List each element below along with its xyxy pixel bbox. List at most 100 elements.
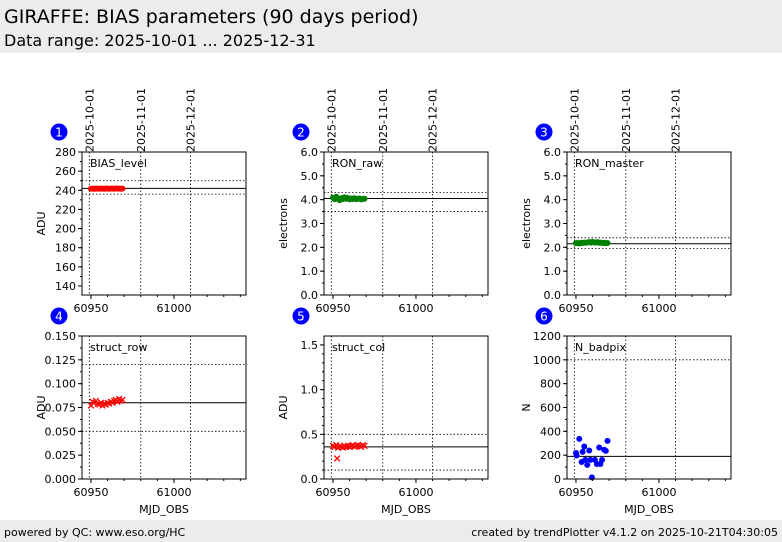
panel-badge-number: 2 [297, 126, 305, 140]
date-tick-label: 2025-12-01 [427, 88, 440, 152]
data-point [596, 444, 603, 451]
y-tick-label: 800 [540, 378, 561, 391]
y-tick-label: 0.000 [45, 473, 77, 486]
data-point [333, 455, 341, 462]
y-tick-label: 280 [55, 146, 76, 159]
panel-ron-raw: 2025-10-01 2025-11-01 2025-12-01 0.0 1.0 2.0 3… [277, 88, 489, 315]
y-tick-label: 0.050 [45, 425, 77, 438]
data-point [119, 185, 126, 192]
y-tick-label: 4.0 [544, 194, 562, 207]
data-point [576, 435, 583, 442]
y-tick-label: 160 [55, 261, 76, 274]
date-tick-label: 2025-11-01 [135, 88, 148, 152]
panel-struct-col: 0.0 0.5 1.0 1.5 60950 61000 struct_col ADU MJD_O… [277, 307, 489, 516]
y-tick-label: 5.0 [544, 170, 562, 183]
y-tick-label: 240 [55, 184, 76, 197]
data-point [604, 437, 611, 444]
y-tick-label: 2.0 [301, 241, 319, 254]
date-tick-label: 2025-10-01 [568, 88, 581, 152]
data-point [587, 456, 594, 463]
y-tick-label: 3.0 [301, 218, 319, 231]
footer-created-by: created by trendPlotter v4.1.2 on 2025-1… [471, 526, 778, 539]
panel-badge-icon [535, 307, 553, 325]
x-tick-label: 61000 [398, 486, 433, 499]
x-tick-label: 61000 [641, 486, 676, 499]
data-point [586, 447, 593, 454]
panel-badge-icon [535, 123, 553, 141]
axes-frame [323, 335, 489, 480]
x-axis-label: MJD_OBS [624, 503, 674, 516]
y-tick-label: 600 [540, 402, 561, 415]
y-tick-label: 0.125 [45, 354, 77, 367]
panel-title: N_badpix [575, 341, 626, 354]
date-tick-label: 2025-12-01 [670, 88, 683, 152]
y-axis-label: ADU [35, 211, 48, 235]
axes-frame [566, 151, 732, 296]
y-tick-label: 400 [540, 425, 561, 438]
panel-title: BIAS_level [90, 157, 147, 170]
y-tick-label: 180 [55, 242, 76, 255]
y-tick-label: 1.0 [544, 265, 562, 278]
y-tick-label: 0.0 [301, 289, 319, 302]
data-point [361, 442, 368, 450]
y-tick-label: 1.5 [301, 339, 319, 352]
x-tick-label: 61000 [156, 486, 191, 499]
panel-badge-icon [50, 123, 68, 141]
panel-badge-number: 1 [55, 126, 63, 140]
y-tick-label: 1000 [533, 354, 561, 367]
y-tick-label: 0.075 [45, 402, 77, 415]
y-tick-label: 4.0 [301, 194, 319, 207]
y-tick-label: 0.5 [301, 428, 319, 441]
y-axis-label: N [520, 403, 533, 411]
x-tick-label: 60950 [315, 302, 350, 315]
data-point [584, 461, 591, 468]
y-axis-label: electrons [277, 198, 290, 249]
panel-badge-number: 6 [540, 310, 548, 324]
panel-badge-number: 4 [55, 310, 63, 324]
y-tick-label: 200 [55, 223, 76, 236]
date-tick-label: 2025-11-01 [620, 88, 633, 152]
panel-ron-master: 2025-10-01 2025-11-01 2025-12-01 0.0 1.0 2.0 3… [520, 88, 732, 315]
panel-badge-icon [50, 307, 68, 325]
y-tick-label: 0.150 [45, 330, 77, 343]
panel-badge-number: 5 [297, 310, 305, 324]
y-tick-label: 260 [55, 165, 76, 178]
panel-struct-row: 0.000 0.025 0.050 0.075 0.100 0.125 0.150 60950… [35, 307, 247, 516]
y-tick-label: 3.0 [544, 218, 562, 231]
panel-badge-number: 3 [540, 126, 548, 140]
y-tick-label: 220 [55, 203, 76, 216]
x-axis-label: MJD_OBS [139, 503, 189, 516]
x-tick-label: 61000 [156, 302, 191, 315]
panel-n-badpix: 0 200 400 600 800 1000 1200 60950 61000 N_badpix N… [520, 307, 732, 516]
footer-bar: powered by QC: www.eso.org/HC created by… [0, 520, 782, 542]
y-tick-label: 140 [55, 280, 76, 293]
axes-frame [81, 151, 247, 296]
panel-title: RON_raw [332, 157, 382, 170]
y-axis-label: electrons [520, 198, 533, 249]
data-point [119, 396, 126, 404]
date-tick-label: 2025-12-01 [185, 88, 198, 152]
footer-powered-by: powered by QC: www.eso.org/HC [4, 526, 186, 539]
data-point [581, 443, 588, 450]
date-tick-label: 2025-10-01 [325, 88, 338, 152]
panel-badge-icon [292, 307, 310, 325]
axes-frame [323, 151, 489, 296]
x-tick-label: 61000 [641, 302, 676, 315]
y-tick-label: 0.0 [544, 289, 562, 302]
header-bar: GIRAFFE: BIAS parameters (90 days period… [0, 0, 782, 53]
x-tick-label: 60950 [73, 302, 108, 315]
x-tick-label: 60950 [315, 486, 350, 499]
page-title: GIRAFFE: BIAS parameters (90 days period… [4, 6, 419, 28]
data-range: Data range: 2025-10-01 ... 2025-12-31 [4, 31, 316, 50]
data-point [602, 447, 609, 454]
y-axis-label: ADU [35, 395, 48, 419]
y-tick-label: 6.0 [301, 146, 319, 159]
x-tick-label: 60950 [558, 302, 593, 315]
x-tick-label: 61000 [398, 302, 433, 315]
data-point [573, 452, 580, 459]
date-tick-label: 2025-11-01 [377, 88, 390, 152]
y-tick-label: 0.025 [45, 449, 77, 462]
date-tick-label: 2025-10-01 [83, 88, 96, 152]
x-tick-label: 60950 [73, 486, 108, 499]
panel-title: struct_col [332, 341, 385, 354]
